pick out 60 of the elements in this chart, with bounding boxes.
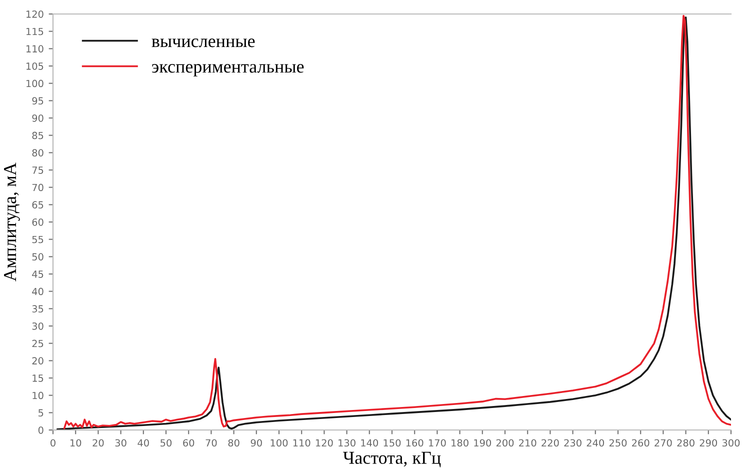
y-tick-label: 5 (38, 409, 44, 416)
legend-label: вычисленные (152, 38, 255, 48)
x-tick-label: 20 (92, 439, 104, 447)
y-tick-label: 25 (32, 340, 44, 348)
y-tick-label: 65 (32, 201, 44, 208)
x-tick-label: 180 (452, 439, 468, 447)
x-tick-label: 280 (677, 439, 694, 447)
x-tick-label: 230 (564, 439, 582, 447)
x-tick-label: 260 (632, 439, 650, 447)
x-tick-label: 40 (138, 439, 149, 447)
y-tick-label: 40 (32, 288, 44, 296)
x-tick-label: 120 (316, 439, 333, 447)
x-tick-label: 80 (228, 439, 240, 447)
y-tick-label: 30 (32, 322, 44, 330)
x-tick-label: 90 (250, 439, 262, 447)
x-tick-label: 140 (361, 439, 378, 447)
x-tick-label: 300 (722, 439, 740, 447)
y-tick-label: 80 (32, 149, 44, 156)
x-axis-title: Частота, кГц (343, 452, 441, 468)
x-tick-label: 110 (293, 439, 310, 447)
y-tick-label: 45 (32, 270, 44, 278)
x-tick-label: 100 (270, 439, 288, 447)
y-tick-label: 20 (32, 357, 44, 364)
x-tick-label: 290 (700, 439, 718, 447)
y-tick-label: 85 (32, 132, 44, 140)
y-tick-label: 75 (32, 166, 44, 174)
y-tick-label: 120 (26, 10, 44, 18)
y-tick-label: 90 (32, 114, 44, 122)
y-tick-label: 110 (26, 45, 44, 52)
legend-label: экспериментальные (152, 64, 304, 76)
x-tick-label: 50 (160, 439, 172, 447)
x-tick-label: 200 (496, 439, 514, 447)
x-tick-label: 60 (183, 439, 194, 447)
x-tick-label: 190 (474, 439, 492, 447)
y-tick-label: 95 (32, 97, 44, 104)
x-tick-label: 130 (338, 439, 356, 447)
y-tick-label: 15 (32, 374, 44, 382)
y-tick-label: 60 (32, 218, 44, 226)
x-tick-label: 240 (586, 439, 604, 447)
y-tick-label: 100 (26, 80, 44, 88)
y-tick-label: 70 (32, 184, 44, 192)
y-tick-label: 0 (38, 426, 44, 434)
x-tick-label: 30 (115, 439, 126, 447)
y-tick-label: 35 (32, 305, 44, 312)
x-tick-label: 220 (542, 439, 559, 447)
x-tick-label: 150 (384, 439, 401, 447)
x-tick-label: 70 (206, 439, 217, 447)
y-tick-label: 50 (32, 253, 44, 260)
x-tick-label: 160 (406, 439, 424, 447)
y-tick-label: 10 (32, 392, 44, 400)
y-tick-label: 55 (32, 236, 44, 244)
y-tick-label: 105 (26, 62, 44, 70)
x-tick-label: 170 (428, 439, 446, 447)
y-tick-label: 115 (26, 28, 44, 36)
x-tick-label: 270 (654, 439, 672, 447)
y-axis-title: Амплитуда, мА (4, 162, 20, 282)
x-tick-label: 210 (519, 439, 536, 447)
x-tick-label: 10 (70, 439, 82, 447)
x-tick-label: 250 (609, 439, 627, 447)
x-tick-label: 0 (50, 439, 56, 447)
